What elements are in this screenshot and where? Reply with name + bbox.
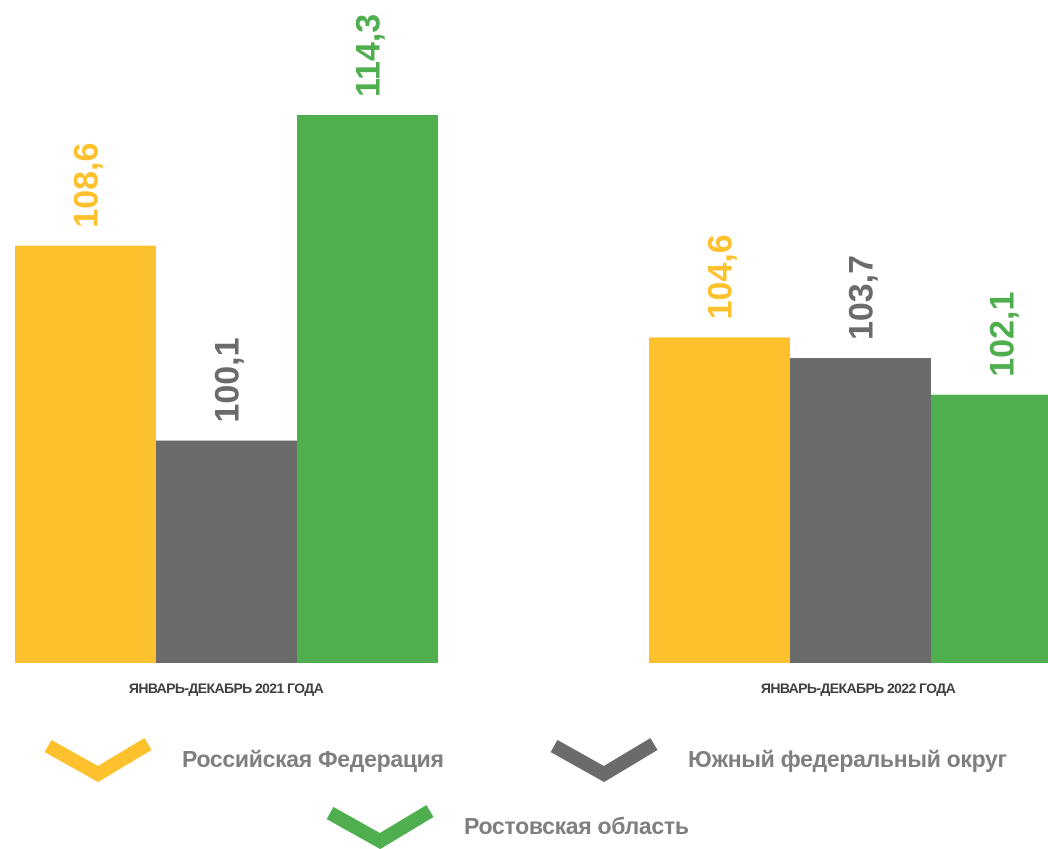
data-label: 103,7 xyxy=(843,255,881,340)
bar-2-2 xyxy=(790,358,931,663)
chevron-icon xyxy=(326,804,434,849)
chevron-icon xyxy=(550,737,658,782)
category-label: ЯНВАРЬ-ДЕКАБРЬ 2021 ГОДА xyxy=(129,680,324,696)
legend-swatch xyxy=(550,737,658,782)
bar-1-1 xyxy=(15,245,156,663)
bar-2-1 xyxy=(649,337,790,663)
chevron-icon xyxy=(44,737,152,782)
data-label: 114,3 xyxy=(350,14,388,97)
legend-label: Ростовская область xyxy=(464,812,689,839)
legend-label: Российская Федерация xyxy=(182,745,444,772)
category-label: ЯНВАРЬ-ДЕКАБРЬ 2022 ГОДА xyxy=(761,680,956,696)
data-label: 100,1 xyxy=(209,337,247,422)
legend-swatch xyxy=(44,737,152,782)
legend-swatch xyxy=(326,804,434,849)
bar-1-3 xyxy=(297,115,438,663)
legend-item-russian-federation: Российская Федерация xyxy=(42,736,444,782)
data-label: 102,1 xyxy=(984,292,1022,377)
bar-1-2 xyxy=(156,440,297,663)
legend-item-rostov-region: Ростовская область xyxy=(324,803,689,849)
legend-item-southern-federal-district: Южный федеральный округ xyxy=(548,736,1007,782)
bar-2-3 xyxy=(931,394,1048,663)
data-label: 104,6 xyxy=(702,234,740,319)
data-label: 108,6 xyxy=(68,143,106,228)
legend-label: Южный федеральный округ xyxy=(688,745,1007,772)
